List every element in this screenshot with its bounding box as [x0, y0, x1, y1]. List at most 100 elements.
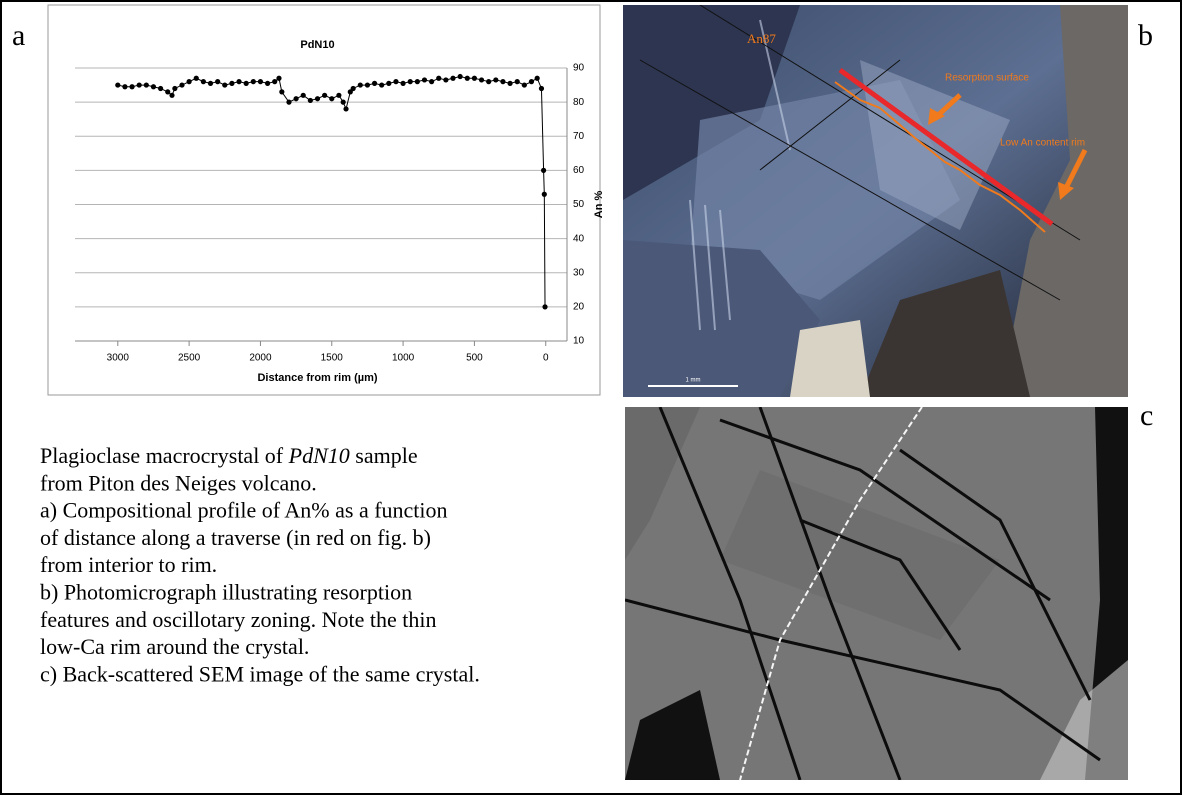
data-point [400, 80, 406, 86]
panel-label: b [1138, 19, 1153, 52]
panel-label: c [1140, 399, 1153, 432]
data-point [150, 84, 157, 90]
annotation: Low An content rim [1000, 138, 1085, 149]
caption-text: Plagioclase macrocrystal of [40, 443, 289, 468]
data-point [493, 77, 499, 83]
caption-line: Plagioclase macrocrystal of PdN10 sample [40, 443, 418, 468]
data-point [165, 89, 171, 95]
data-point [478, 77, 485, 83]
caption-text: sample [350, 443, 418, 468]
data-point [257, 79, 264, 85]
sem-image [625, 407, 1128, 780]
x-tick-label: 3000 [107, 353, 130, 364]
y-tick-label: 70 [573, 131, 585, 142]
x-tick-label: 500 [466, 353, 483, 364]
y-tick-label: 50 [573, 199, 585, 210]
data-point [450, 75, 456, 81]
caption-line: of distance along a traverse (in red on … [40, 525, 431, 550]
data-point [540, 167, 547, 173]
data-point [457, 73, 463, 80]
data-point [364, 82, 371, 88]
data-point [436, 75, 442, 81]
data-point [414, 79, 420, 85]
x-tick-label: 1500 [321, 353, 344, 364]
x-tick-label: 0 [543, 353, 549, 364]
data-point [136, 82, 142, 88]
data-point [215, 79, 221, 85]
data-point [222, 82, 228, 88]
data-point [172, 85, 178, 92]
data-point [347, 89, 353, 95]
data-point [379, 82, 385, 88]
data-point [500, 79, 506, 85]
data-point [528, 79, 535, 85]
data-point [264, 80, 271, 86]
chart-box [47, 4, 601, 396]
data-point [386, 80, 392, 86]
annotation: An87 [747, 31, 776, 46]
caption-line: features and oscillotary zoning. Note th… [40, 607, 437, 632]
data-point [314, 96, 321, 102]
y-tick-label: 40 [573, 233, 585, 244]
caption: from Piton des Neiges volcano. a) Composi… [40, 470, 480, 686]
data-point [371, 80, 378, 86]
y-tick-label: 10 [573, 336, 585, 347]
data-point [243, 80, 249, 86]
caption-line: from Piton des Neiges volcano. [40, 470, 317, 495]
y-tick-label: 90 [573, 63, 585, 74]
x-tick-label: 1000 [392, 353, 415, 364]
data-point [542, 304, 548, 310]
data-point [229, 80, 235, 86]
data-point [157, 85, 164, 92]
y-tick-label: 20 [573, 302, 585, 313]
data-point [514, 79, 520, 85]
data-point [343, 106, 349, 112]
data-point [336, 92, 342, 98]
data-point [538, 85, 545, 92]
data-point [122, 84, 128, 90]
data-point [300, 92, 306, 98]
data-point [193, 75, 199, 81]
data-point [357, 82, 363, 88]
data-point [322, 92, 328, 98]
data-point [115, 82, 121, 88]
scale-bar-label: 1 mm [686, 378, 701, 384]
data-point [429, 79, 435, 85]
data-point [236, 79, 242, 85]
x-axis-label: Distance from rim (µm) [257, 372, 377, 384]
photomicrograph: An87 Resorption surface Low An content r… [623, 5, 1128, 397]
x-tick-label: 2500 [178, 353, 201, 364]
y-axis-label: An % [593, 191, 605, 219]
caption-line: a) Compositional profile of An% as a fun… [40, 498, 448, 523]
data-point [293, 96, 299, 102]
data-point [340, 99, 346, 105]
data-point [200, 79, 206, 85]
annotation: Resorption surface [945, 73, 1029, 84]
data-point [443, 77, 449, 83]
data-point [507, 80, 513, 86]
data-point [464, 75, 470, 81]
caption-line: b) Photomicrograph illustrating resorpti… [40, 580, 412, 605]
data-point [272, 79, 278, 85]
y-tick-label: 30 [573, 267, 585, 278]
panel-label: a [12, 19, 25, 52]
data-point [279, 89, 285, 95]
data-point [541, 191, 547, 197]
y-tick-label: 60 [573, 165, 585, 176]
data-point [534, 75, 540, 81]
x-tick-label: 2000 [249, 353, 272, 364]
data-point [129, 84, 135, 90]
caption-line: from interior to rim. [40, 552, 217, 577]
data-point [471, 75, 478, 81]
chart-title: PdN10 [300, 39, 334, 51]
data-point [350, 85, 356, 92]
y-tick-label: 80 [573, 97, 585, 108]
data-point [179, 82, 185, 88]
data-point [286, 99, 292, 105]
caption-text: PdN10 [288, 443, 350, 468]
data-point [250, 79, 256, 85]
data-point [521, 82, 527, 88]
data-point [307, 97, 313, 104]
